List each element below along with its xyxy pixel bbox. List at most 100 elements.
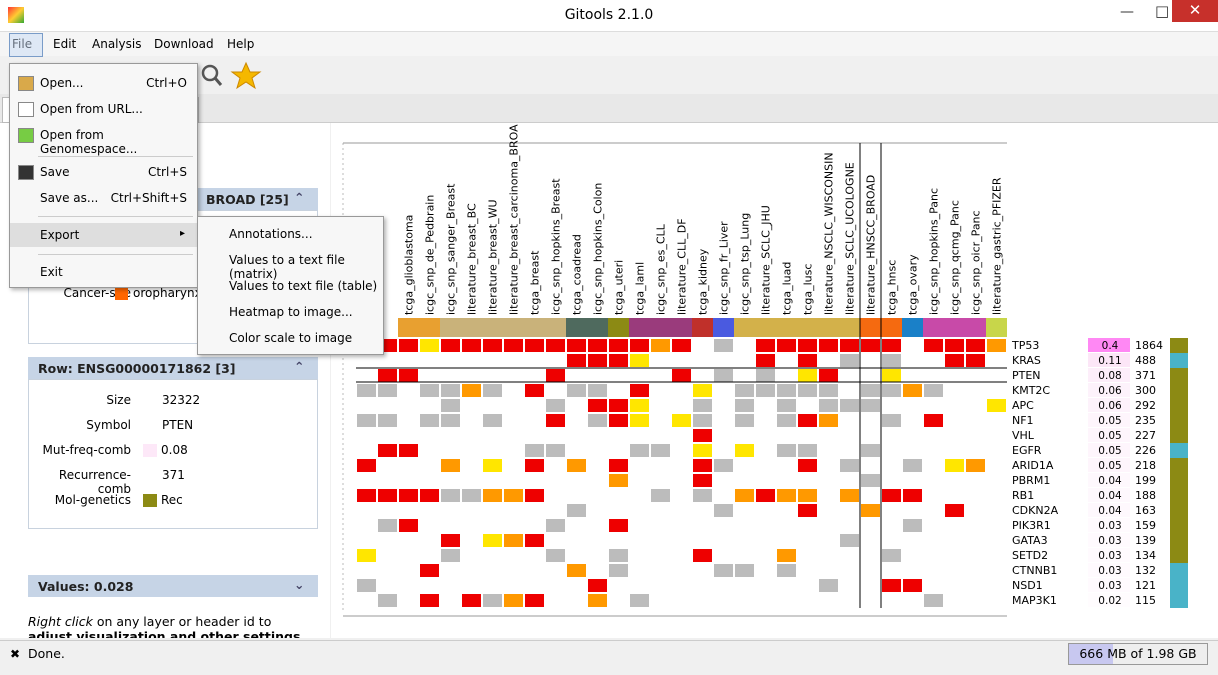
menu-entry[interactable]: Open... Ctrl+O <box>10 71 197 95</box>
heatmap-cell <box>966 339 985 352</box>
count-value: 371 <box>1135 369 1156 382</box>
count-value: 300 <box>1135 384 1156 397</box>
menu-separator <box>38 156 193 157</box>
row-annotation <box>1170 548 1188 563</box>
cancer-site-value: oropharynx <box>133 286 202 300</box>
menu-entry[interactable]: Exit <box>10 260 197 284</box>
count-value: 235 <box>1135 414 1156 427</box>
heatmap-cell <box>420 564 439 577</box>
heatmap-cell <box>441 459 460 472</box>
menu-entry[interactable]: Save as... Ctrl+Shift+S <box>10 186 197 210</box>
menu-entry[interactable]: Export <box>10 223 197 247</box>
heatmap-cell <box>630 414 649 427</box>
menu-entry[interactable]: Open from Genomespace... <box>10 123 197 156</box>
values-panel-header[interactable]: Values: 0.028 ⌄ <box>28 575 318 597</box>
heatmap-cell <box>378 384 397 397</box>
column-annotation <box>902 318 923 337</box>
submenu-entry[interactable]: Values to text file (table) <box>229 279 378 293</box>
heatmap-cell <box>546 339 565 352</box>
count-value: 139 <box>1135 534 1156 547</box>
menu-label: Save as... <box>40 191 99 205</box>
frequency-cell <box>1088 458 1130 472</box>
heatmap-cell <box>609 414 628 427</box>
frequency-cell <box>1088 413 1130 427</box>
prop-value: PTEN <box>162 418 194 432</box>
heatmap-cell <box>420 489 439 502</box>
menu-item[interactable]: Download <box>154 37 214 51</box>
row-header-text: Row: ENSG00000171862 [3] <box>38 361 236 376</box>
heatmap-cell <box>588 414 607 427</box>
menu-item[interactable]: Help <box>227 37 255 51</box>
submenu-entry[interactable]: Annotations... <box>229 227 313 241</box>
submenu-entry[interactable]: Values to a text file (matrix) <box>229 253 345 281</box>
heatmap-cell <box>399 444 418 457</box>
heatmap-cell <box>756 369 775 382</box>
frequency-cell <box>1088 518 1130 532</box>
heatmap-cell <box>798 369 817 382</box>
row-label: SETD2 <box>1012 549 1048 562</box>
submenu-entry[interactable]: Color scale to image <box>229 331 353 345</box>
row-label: RB1 <box>1012 489 1034 502</box>
heatmap-cell <box>714 339 733 352</box>
title-bar: Gitools 2.1.0 — □ ✕ <box>0 0 1218 32</box>
column-label: icgc_snp_es_CLL <box>655 223 668 315</box>
heatmap-cell <box>588 339 607 352</box>
heatmap-cell <box>483 414 502 427</box>
column-label: tcga_laml <box>634 262 647 315</box>
row-label: TP53 <box>1011 339 1039 352</box>
heatmap-cell <box>777 414 796 427</box>
heatmap-cell <box>378 594 397 607</box>
heatmap-cell <box>525 384 544 397</box>
menu-label: Save <box>40 165 70 179</box>
collapse-icon[interactable]: ⌃ <box>294 359 305 374</box>
heatmap-cell <box>735 414 754 427</box>
close-button[interactable]: ✕ <box>1172 0 1218 22</box>
column-label: icgc_snp_tsp_Lung <box>739 213 752 315</box>
frequency-value: 0.08 <box>1098 370 1121 382</box>
row-annotation <box>1170 488 1188 503</box>
submenu-arrow: ▸ <box>180 228 186 239</box>
row-label: PIK3R1 <box>1012 519 1051 532</box>
search-icon[interactable] <box>201 64 219 82</box>
heatmap-cell <box>357 579 376 592</box>
count-value: 132 <box>1135 564 1156 577</box>
submenu-entry[interactable]: Heatmap to image... <box>229 305 353 319</box>
collapse-icon[interactable]: ⌃ <box>294 190 305 205</box>
heatmap-cell <box>420 339 439 352</box>
menu-entry[interactable]: Open from URL... <box>10 97 197 121</box>
row-annotation <box>1170 563 1188 578</box>
heatmap-cell <box>588 354 607 367</box>
column-label: tcga_uteri <box>613 260 626 315</box>
row-panel-header[interactable]: Row: ENSG00000171862 [3] ⌃ <box>28 357 318 379</box>
menu-item[interactable]: Edit <box>53 37 77 51</box>
prop-value: Rec <box>161 493 183 507</box>
column-label: icgc_snp_de_Pedbrain <box>424 195 437 315</box>
row-label: APC <box>1012 399 1034 412</box>
color-swatch <box>143 494 157 507</box>
heatmap-cell <box>378 369 397 382</box>
row-label: CTNNB1 <box>1012 564 1057 577</box>
heatmap-cell <box>777 384 796 397</box>
heatmap-cell <box>924 414 943 427</box>
memory-indicator[interactable]: 666 MB of 1.98 GB <box>1068 643 1208 665</box>
menu-separator <box>38 216 193 217</box>
heatmap-cell <box>483 489 502 502</box>
star-icon[interactable] <box>230 61 262 90</box>
column-label: literature_breast_carcinoma_BROA <box>508 124 521 315</box>
heatmap-cell <box>861 339 880 352</box>
heatmap-cell <box>693 384 712 397</box>
heatmap-cell <box>924 339 943 352</box>
row-annotation <box>1170 593 1188 608</box>
maximize-button[interactable]: □ <box>1155 2 1170 20</box>
menu-entry[interactable]: Save Ctrl+S <box>10 160 197 184</box>
heatmap-cell <box>609 459 628 472</box>
menu-highlight[interactable] <box>9 33 43 57</box>
heatmap-cell <box>945 339 964 352</box>
count-value: 121 <box>1135 579 1156 592</box>
heatmap-cell <box>882 369 901 382</box>
menu-item[interactable]: Analysis <box>92 37 142 51</box>
column-label: icgc_snp_sanger_Breast <box>445 183 458 315</box>
minimize-button[interactable]: — <box>1120 4 1134 20</box>
expand-icon[interactable]: ⌄ <box>294 577 305 592</box>
frequency-value: 0.06 <box>1098 400 1122 412</box>
